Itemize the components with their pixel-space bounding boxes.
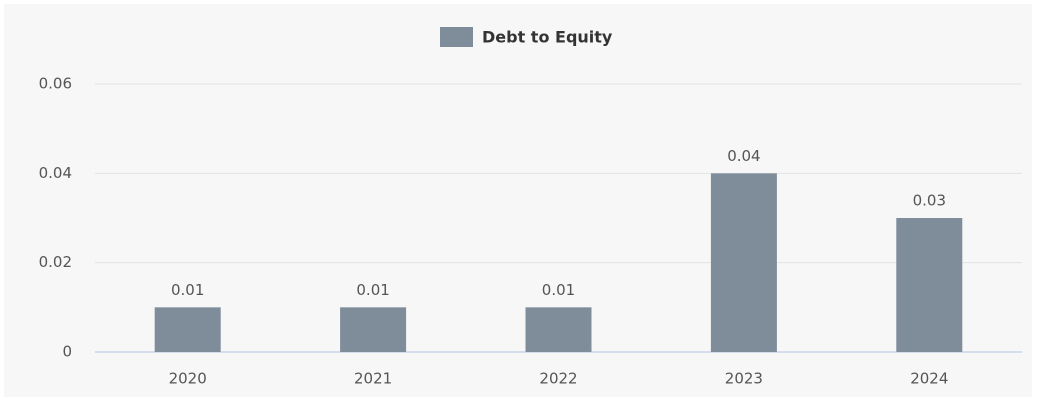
legend-label: Debt to Equity xyxy=(482,28,613,47)
data-label: 0.04 xyxy=(727,147,760,165)
data-label: 0.01 xyxy=(542,281,575,299)
y-tick-label: 0.06 xyxy=(39,75,72,93)
bar xyxy=(896,218,963,352)
data-label: 0.01 xyxy=(171,281,204,299)
x-tick-label: 2024 xyxy=(910,370,948,388)
x-tick-label: 2022 xyxy=(539,370,577,388)
bar xyxy=(154,307,221,352)
data-label: 0.01 xyxy=(356,281,389,299)
x-tick-label: 2021 xyxy=(354,370,392,388)
bar xyxy=(340,307,407,352)
data-label: 0.03 xyxy=(913,192,946,210)
y-tick-label: 0 xyxy=(62,343,72,361)
y-tick-label: 0.04 xyxy=(39,164,72,182)
bar xyxy=(525,307,592,352)
x-tick-label: 2023 xyxy=(725,370,763,388)
y-tick-label: 0.02 xyxy=(39,253,72,271)
x-tick-label: 2020 xyxy=(169,370,207,388)
bar xyxy=(710,173,777,352)
legend-swatch xyxy=(440,27,473,47)
